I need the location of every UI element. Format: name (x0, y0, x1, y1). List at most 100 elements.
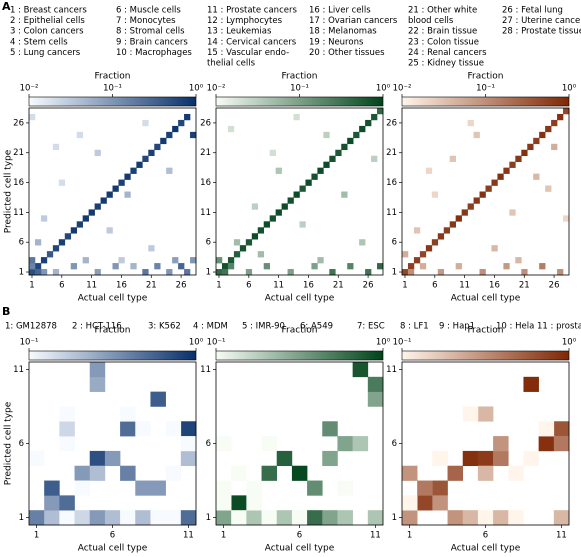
y-tick-label: 1 (392, 513, 397, 523)
heatmap-cell (160, 137, 167, 145)
colorbar (401, 350, 570, 361)
heatmap-cell (124, 173, 131, 180)
legend-entry: blood cells (408, 16, 454, 26)
heatmap-cell (447, 510, 464, 526)
legend-entry: 9 : Hap1 (439, 322, 475, 332)
heatmap-cell (70, 263, 78, 270)
y-tick-label: 16 (386, 178, 397, 188)
heatmap-cell (227, 263, 235, 270)
heatmap-cell (59, 436, 75, 452)
heatmap-cell (58, 239, 66, 246)
heatmap-cell (455, 215, 462, 222)
heatmap-cell (184, 113, 191, 121)
y-tick-label: 26 (386, 118, 397, 128)
heatmap-cell (432, 450, 448, 467)
heatmap-cell (425, 167, 433, 174)
heatmap-cell (44, 510, 60, 526)
y-tick-label: 21 (13, 148, 24, 158)
heatmap-cell (59, 510, 75, 526)
heatmap-cell (493, 436, 509, 452)
heatmap-cell (89, 362, 106, 378)
colorbar-label: Fraction (95, 326, 131, 336)
x-tick-label: 6 (246, 281, 251, 291)
heatmap-cell (467, 119, 474, 127)
heatmap-cell (178, 119, 185, 127)
heatmap-cell (323, 131, 330, 139)
heatmap-cell (307, 510, 323, 526)
heatmap-cell (245, 239, 253, 246)
heatmap-cell (491, 179, 498, 186)
heatmap-cell (112, 185, 119, 192)
heatmap-cell (377, 263, 384, 270)
heatmap-cell (322, 510, 338, 526)
y-tick-label: 6 (19, 439, 24, 449)
heatmap-cell (89, 510, 106, 526)
colorbar (28, 96, 197, 107)
legend-entry: 12 : Lymphocytes (207, 16, 283, 26)
colorbar (401, 96, 570, 107)
legend-entry: 1: GM12878 (5, 322, 57, 332)
colorbar-tick-label: 10⁻² (207, 84, 226, 94)
heatmap-cell (322, 421, 338, 437)
heatmap-cell (503, 263, 510, 270)
heatmap-cell (322, 450, 338, 467)
heatmap-cell (52, 269, 60, 276)
colorbar-tick-label: 10⁻¹ (290, 84, 309, 94)
heatmap-cell (89, 465, 106, 481)
legend-entry: 14 : Cervical cancers (207, 37, 297, 47)
heatmap-cell (402, 495, 418, 511)
heatmap-cell (118, 257, 125, 264)
legend-entry: 8 : LF1 (400, 322, 429, 332)
heatmap-cell (251, 203, 259, 210)
y-tick-label: 21 (386, 148, 397, 158)
heatmap-cell (367, 510, 384, 526)
heatmap-cell (311, 173, 318, 180)
colorbar-label: Fraction (468, 72, 504, 82)
heatmap-cell (533, 137, 540, 145)
legend-entry: 5 : IMR-90 (242, 322, 285, 332)
heatmap-cell (299, 221, 306, 228)
heatmap-cell (497, 173, 504, 180)
heatmap-cell (509, 209, 516, 216)
heatmap-cell (233, 239, 241, 246)
x-tick-label: 16 (303, 281, 314, 291)
heatmap-cell (124, 191, 131, 198)
x-tick-label: 21 (146, 281, 157, 291)
x-tick-label: 11 (556, 531, 567, 541)
heatmap-cell (29, 450, 45, 467)
heatmap-cell (29, 263, 36, 270)
heatmap-cell (40, 269, 48, 276)
heatmap-cell (557, 269, 564, 276)
heatmap-cell (287, 197, 294, 204)
colorbar-label: Fraction (282, 326, 318, 336)
legend-entry: 11 : prostate (537, 322, 581, 332)
x-tick-label: 26 (363, 281, 374, 291)
heatmap-cell (154, 263, 161, 270)
heatmap-cell (246, 495, 262, 511)
legend-entry: 13 : Leukemias (207, 27, 272, 37)
heatmap-cell (455, 263, 462, 270)
heatmap-cell (44, 480, 60, 496)
x-tick-label: 1 (221, 531, 226, 541)
legend-entry: 11 : Prostate cancers (207, 6, 297, 16)
heatmap-cell (263, 263, 270, 270)
legend-entry: 27 : Uterine cancers (502, 16, 581, 26)
colorbar (28, 350, 197, 361)
legend-entry: 2 : HCT-116 (72, 322, 122, 332)
heatmap-cell (120, 465, 136, 481)
heatmap-cell (166, 131, 173, 139)
heatmap-cell (52, 143, 60, 151)
heatmap-cell (190, 131, 197, 139)
heatmap-cell (477, 510, 494, 526)
heatmap-cell (539, 131, 546, 139)
heatmap-cell (508, 465, 524, 481)
heatmap-cell (508, 510, 524, 526)
y-tick-label: 21 (200, 148, 211, 158)
heatmap-cell (473, 197, 480, 204)
colorbar-tick-label: 10⁻² (393, 84, 412, 94)
heatmap-cell (165, 465, 182, 481)
heatmap-cell (337, 436, 353, 452)
heatmap-cell (227, 125, 235, 133)
heatmap-cell (190, 257, 197, 264)
heatmap-cell (216, 436, 232, 452)
